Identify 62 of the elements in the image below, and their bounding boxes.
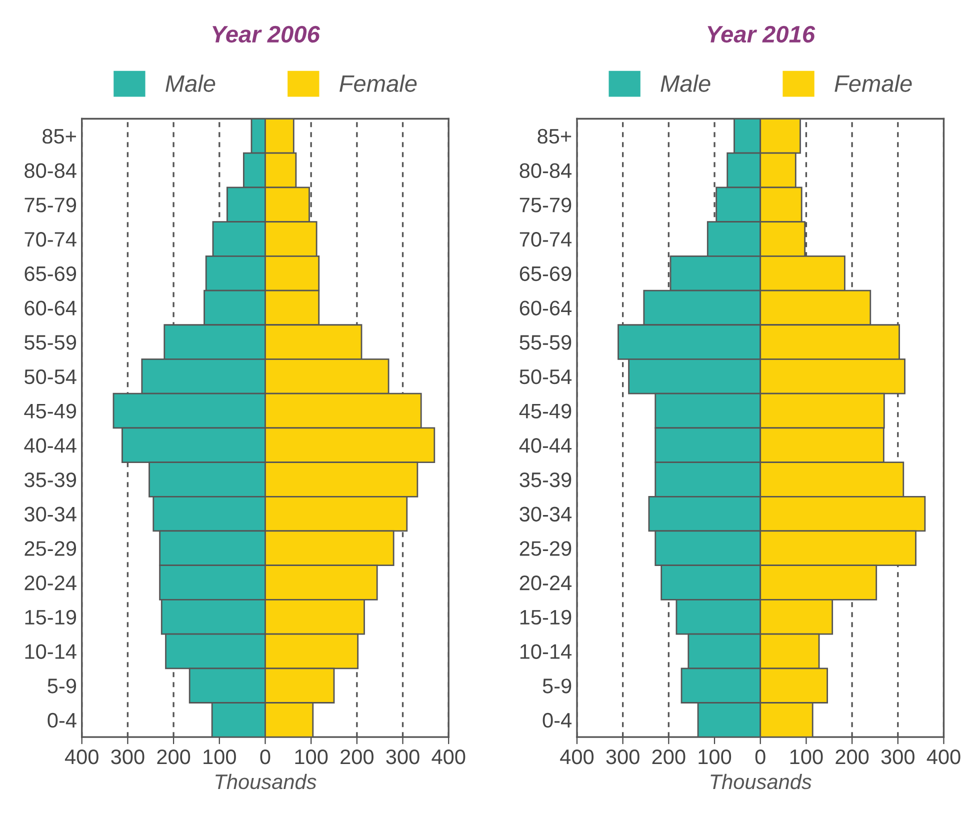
y-tick-label: 30-34: [520, 506, 572, 522]
y-tick-label: 75-79: [520, 198, 572, 212]
y-tick-label: 20-24: [24, 576, 76, 590]
x-tick-label: 100: [790, 749, 823, 764]
y-tick-label: 65-69: [520, 266, 572, 282]
chart-title: Year 2016: [708, 26, 816, 43]
x-tick-label: 200: [157, 749, 190, 764]
y-tick-label: 20-24: [520, 576, 572, 590]
x-tick-label: 0: [260, 749, 270, 764]
y-tick-label: 70-74: [520, 232, 572, 247]
y-tick-label: 35-39: [24, 472, 76, 488]
x-tick-label: 200: [340, 749, 374, 764]
y-tick-label: 45-49: [519, 404, 572, 419]
y-tick-label: 50-54: [520, 369, 572, 384]
x-tick-label: 200: [836, 749, 869, 764]
y-tick-label: 15-19: [25, 610, 76, 625]
y-tick-label: 80-84: [24, 163, 76, 178]
x-tick-label: 300: [386, 749, 420, 764]
y-tick-label: 30-34: [24, 506, 76, 522]
x-tick-label: 400: [432, 749, 466, 764]
y-tick-label: 40-44: [519, 438, 572, 453]
y-tick-label: 75-79: [24, 198, 76, 212]
legend-label: Male: [166, 74, 216, 92]
y-tick-label: 0-4: [48, 712, 76, 728]
y-tick-label: 10-14: [520, 644, 572, 659]
x-tick-label: 400: [926, 749, 960, 764]
y-tick-label: 85+: [538, 128, 572, 144]
y-tick-label: 60-64: [520, 300, 572, 316]
y-tick-label: 55-59: [24, 335, 76, 350]
y-tick-label: 25-29: [24, 541, 76, 556]
y-tick-label: 40-44: [24, 438, 76, 453]
x-tick-label: 0: [755, 749, 766, 764]
y-tick-label: 60-64: [24, 300, 76, 316]
series-label: Male: [660, 74, 710, 92]
x-tick-label: 100: [295, 749, 328, 764]
y-tick-label: 5-9: [48, 678, 76, 694]
y-tick-label: 70-74: [24, 232, 76, 247]
y-tick-label: 10-14: [25, 644, 76, 659]
y-tick-label: 55-59: [520, 335, 572, 350]
x-tick-label: 400: [560, 749, 594, 764]
y-tick-label: 85+: [42, 128, 76, 144]
x-tick-label: 100: [698, 749, 732, 764]
y-tick-label: 45-49: [24, 404, 76, 419]
y-tick-label: 50-54: [24, 369, 76, 384]
y-tick-label: 35-39: [520, 472, 572, 488]
x-tick-label: 300: [606, 749, 640, 764]
x-tick-label: 300: [881, 749, 914, 764]
legend-label: Female: [340, 74, 417, 92]
y-tick-label: 25-29: [520, 541, 572, 556]
y-tick-label: 0-4: [542, 712, 572, 728]
x-tick-label: 100: [204, 749, 236, 764]
legend-label: Female: [834, 74, 912, 92]
y-tick-label: 80-84: [520, 163, 572, 178]
x-tick-label: 400: [64, 749, 98, 764]
y-tick-label: 65-69: [24, 266, 76, 282]
y-tick-label: 15-19: [520, 610, 572, 625]
x-tick-label: 300: [111, 749, 144, 764]
x-tick-label: 200: [652, 749, 686, 764]
chart-title: Year 2006: [212, 26, 320, 43]
y-tick-label: 5-9: [542, 678, 572, 694]
x-axis-title: Thousands: [216, 774, 316, 790]
x-axis-title: Thousands: [710, 774, 812, 790]
